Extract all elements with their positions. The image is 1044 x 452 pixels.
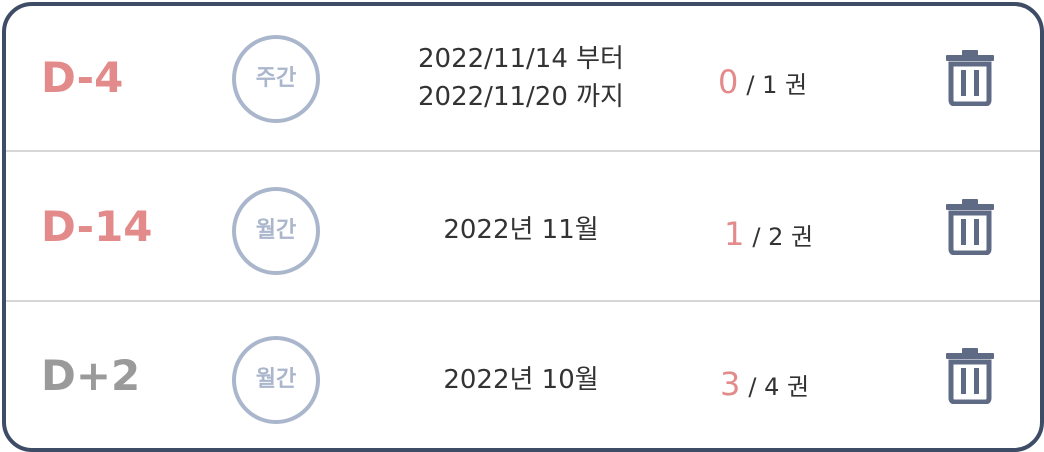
read-count: 1	[724, 215, 745, 253]
dday-label: D+2	[41, 351, 141, 400]
read-count: 0	[718, 63, 739, 101]
period-month-text: 2022년 11월	[443, 215, 599, 245]
total-count: / 2 권	[752, 223, 814, 251]
book-count: 0/ 1 권	[718, 62, 807, 105]
period-end-text: 2022/11/20 까지	[418, 82, 624, 112]
goal-row[interactable]: D-4 주간 2022/11/14 부터 2022/11/20 까지 0/ 1 …	[6, 6, 1040, 155]
total-count: / 4 권	[748, 373, 810, 401]
delete-goal-button[interactable]	[944, 346, 996, 404]
goal-row[interactable]: D-14 월간 2022년 11월 1/ 2 권	[6, 155, 1040, 304]
book-count: 1/ 2 권	[724, 214, 813, 257]
period-month-text: 2022년 10월	[443, 365, 599, 395]
read-count: 3	[720, 365, 741, 403]
dday-label: D-4	[41, 53, 124, 102]
trash-icon	[946, 50, 994, 106]
trash-icon	[946, 348, 994, 404]
period-start-text: 2022/11/14 부터	[418, 44, 624, 74]
period-type-badge: 월간	[232, 187, 320, 275]
row-divider	[6, 150, 1040, 152]
delete-goal-button[interactable]	[944, 48, 996, 106]
dday-label: D-14	[41, 202, 153, 251]
period-range: 2022년 11월	[376, 211, 666, 249]
period-range: 2022/11/14 부터 2022/11/20 까지	[376, 40, 666, 116]
row-divider	[6, 300, 1040, 302]
delete-goal-button[interactable]	[944, 197, 996, 255]
trash-icon	[946, 199, 994, 255]
total-count: / 1 권	[746, 71, 808, 99]
period-type-badge: 주간	[232, 35, 320, 123]
period-range: 2022년 10월	[376, 361, 666, 399]
book-count: 3/ 4 권	[720, 364, 809, 407]
period-type-badge: 월간	[232, 336, 320, 424]
goal-row[interactable]: D+2 월간 2022년 10월 3/ 4 권	[6, 304, 1040, 448]
